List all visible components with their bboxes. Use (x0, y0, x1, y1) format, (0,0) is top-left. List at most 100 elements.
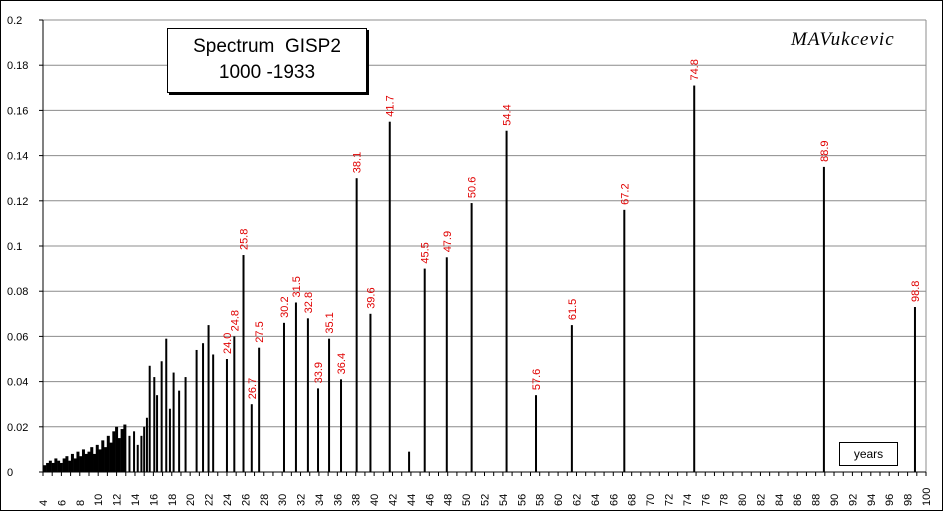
peak-bar (160, 361, 163, 472)
dense-bar (112, 431, 116, 472)
x-tick-label: 8 (75, 500, 87, 506)
x-tick-label: 76 (700, 494, 712, 506)
x-tick-label: 20 (185, 494, 197, 506)
dense-bar (79, 456, 83, 472)
x-tick-label: 84 (774, 494, 786, 506)
x-tick-label: 44 (406, 494, 418, 506)
dense-bar (57, 460, 61, 472)
x-tick-label: 42 (388, 494, 400, 506)
x-tick-label: 46 (424, 494, 436, 506)
chart-title-line2: 1000 -1933 (218, 62, 316, 83)
x-tick-label: 22 (204, 494, 216, 506)
peak-bar (294, 302, 297, 472)
dense-bar (115, 426, 119, 472)
peak-label: 25.8 (239, 229, 251, 250)
x-tick-label: 38 (351, 494, 363, 506)
peak-label: 57.6 (531, 369, 543, 390)
peak-bar (340, 379, 343, 472)
x-tick-label: 52 (480, 494, 492, 506)
y-tick-label: 0.12 (7, 196, 28, 208)
x-tick-label: 94 (866, 494, 878, 506)
x-axis-legend-box: years (839, 442, 898, 466)
peak-label: 31.5 (291, 276, 303, 297)
peak-bar (133, 431, 136, 472)
x-tick-label: 88 (811, 494, 823, 506)
dense-bar (62, 458, 66, 472)
peak-bar (140, 435, 143, 472)
peak-label: 50.6 (467, 177, 479, 198)
peak-bar (168, 408, 171, 472)
y-tick-label: 0.04 (7, 377, 28, 389)
peak-bar (184, 377, 187, 472)
x-tick-label: 50 (461, 494, 473, 506)
peak-bar (195, 349, 198, 472)
x-tick-label: 24 (222, 494, 234, 506)
x-tick-label: 48 (443, 494, 455, 506)
dense-bar (106, 435, 110, 472)
x-tick-label: 26 (240, 494, 252, 506)
peak-bar (623, 209, 626, 472)
peak-label: 41.7 (385, 95, 397, 116)
y-tick-label: 0.02 (7, 422, 28, 434)
peak-labels-layer: 24.0 24.8 25.8 26.7 27.5 30.231.532.8 33.9 35.1… (222, 59, 922, 399)
dense-bar (70, 453, 74, 472)
peak-bar (202, 343, 205, 472)
peak-bar (153, 377, 156, 472)
dense-bar (65, 456, 69, 472)
peak-bar (570, 325, 573, 472)
peak-label: 33.9 (313, 362, 325, 383)
x-tick-label: 28 (259, 494, 271, 506)
y-tick-label: 0 (7, 467, 13, 479)
peak-bar (317, 388, 320, 472)
x-tick-label: 36 (332, 494, 344, 506)
x-tick-label: 4 (38, 500, 50, 506)
peak-label: 74.8 (689, 59, 701, 80)
y-tick-label: 0.1 (7, 241, 22, 253)
x-tick-label: 30 (277, 494, 289, 506)
dense-bar (59, 462, 63, 472)
x-tick-label: 80 (737, 494, 749, 506)
peak-bar (505, 130, 508, 473)
x-axis-legend-label: years (853, 447, 884, 461)
y-tick-label: 0.08 (7, 286, 28, 298)
peak-label: 61.5 (567, 299, 579, 320)
x-tick-label: 100 (921, 488, 933, 506)
peak-bar (913, 307, 916, 472)
peak-bar (233, 336, 236, 472)
y-tick-label: 0.2 (7, 15, 22, 27)
dense-bar (54, 458, 58, 472)
x-tick-label: 92 (847, 494, 859, 506)
peak-bar (250, 404, 253, 472)
x-tick-label: 58 (535, 494, 547, 506)
peak-bar (143, 426, 146, 472)
x-tick-label: 18 (167, 494, 179, 506)
peak-bar (306, 318, 309, 472)
peak-label: 24.0 (222, 333, 234, 354)
peak-bar (355, 178, 358, 472)
x-tick-label: 34 (314, 494, 326, 506)
x-tick-label: 56 (516, 494, 528, 506)
peak-label: 67.2 (619, 183, 631, 204)
peak-label: 47.9 (442, 231, 454, 252)
peak-label: 27.5 (254, 321, 266, 342)
dense-bar (90, 447, 94, 472)
x-tick-label: 60 (553, 494, 565, 506)
peak-bar (145, 417, 148, 472)
x-tick-label: 40 (369, 494, 381, 506)
x-tick-label: 68 (627, 494, 639, 506)
x-tick-label: 96 (884, 494, 896, 506)
peak-label: 39.6 (365, 287, 377, 308)
peak-bar (408, 451, 411, 472)
axis-layer: 0 0.02 0.04 0.06 0.08 0.1 0.12 0.14 0.16 0.18 0.2 4… (7, 15, 933, 506)
dense-bar (76, 451, 80, 472)
grid-layer (43, 19, 927, 472)
dense-bar (93, 453, 97, 472)
dense-bar (43, 465, 47, 472)
x-tick-label: 64 (590, 494, 602, 506)
x-tick-label: 90 (829, 494, 841, 506)
x-tick-label: 86 (792, 494, 804, 506)
dense-bar (98, 449, 102, 472)
y-tick-label: 0.06 (7, 331, 28, 343)
